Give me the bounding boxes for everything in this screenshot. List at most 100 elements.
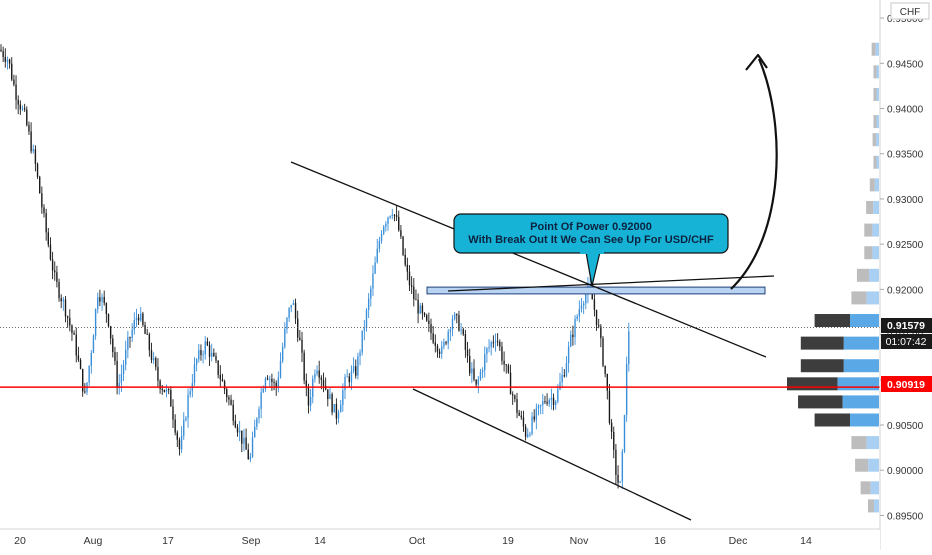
candle-body-down — [410, 285, 413, 287]
volume-bar-buy — [876, 87, 879, 101]
candle-body-down — [617, 474, 619, 483]
candle-body-up — [264, 378, 267, 389]
x-tick-label: Nov — [570, 535, 589, 547]
candle-body-up — [62, 299, 65, 302]
volume-bar-sell — [855, 458, 869, 472]
candle-body-up — [195, 359, 198, 365]
candle-body-down — [301, 339, 303, 353]
x-tick-label: Sep — [242, 535, 261, 547]
candle-body-up — [391, 214, 393, 217]
candle-body-down — [413, 286, 415, 300]
candle-body-up — [189, 391, 191, 395]
volume-bar-buy — [866, 291, 879, 305]
candle-body-down — [393, 214, 396, 216]
volume-bar-sell — [873, 155, 877, 169]
candle-body-down — [430, 323, 432, 334]
candle-body-down — [241, 430, 243, 444]
volume-bar-sell — [871, 42, 876, 56]
volume-bar-buy — [868, 458, 879, 472]
candle-body-down — [271, 378, 273, 382]
candle-body-up — [578, 309, 581, 317]
candle-body-down — [163, 389, 166, 392]
candle-body-up — [88, 365, 90, 383]
y-tick-label: 0.92500 — [887, 240, 924, 251]
candle-body-up — [262, 388, 264, 393]
candle-body-up — [589, 285, 591, 287]
projection-line[interactable] — [447, 275, 775, 292]
y-tick-label: 0.94000 — [887, 105, 924, 116]
candle-body-up — [314, 373, 316, 379]
candle-body-up — [542, 401, 544, 406]
x-tick-label: Aug — [84, 535, 103, 547]
candle-body-up — [256, 418, 258, 427]
candle-body-down — [331, 394, 333, 413]
candle-body-down — [19, 104, 22, 110]
volume-bar-buy — [876, 115, 879, 129]
candle-body-down — [496, 341, 499, 343]
candle-body-down — [466, 349, 469, 356]
candle-body-up — [537, 405, 540, 409]
time-axis[interactable]: 20 Aug 17 Sep 14 Oct 19 Nov 16 Dec 14 — [14, 535, 812, 547]
candle-body-down — [168, 389, 170, 391]
candle-body-up — [309, 397, 312, 406]
candle-body-down — [66, 316, 69, 318]
candle-body-down — [335, 404, 338, 419]
candle-body-down — [524, 426, 527, 437]
point-of-power-zone[interactable] — [426, 286, 766, 295]
candle-body-up — [140, 313, 142, 321]
candle-body-down — [436, 345, 439, 352]
candle-body-up — [337, 412, 340, 419]
y-tick-label: 0.90500 — [887, 421, 924, 432]
candle-body-down — [174, 419, 176, 433]
volume-bar-sell — [800, 336, 844, 350]
candle-body-up — [460, 329, 462, 331]
volume-bar-sell — [814, 314, 851, 328]
candle-body-up — [380, 233, 383, 242]
point-of-power-callout[interactable]: Point Of Power 0.92000 With Break Out It… — [453, 213, 729, 287]
candle-body-up — [127, 337, 129, 350]
candle-body-down — [232, 404, 234, 421]
candle-body-up — [443, 341, 445, 347]
candle-body-down — [73, 333, 75, 335]
volume-bar-sell — [873, 87, 877, 101]
volume-bar-buy — [843, 336, 879, 350]
candle-body-up — [387, 217, 389, 224]
volume-bar-buy — [843, 359, 879, 373]
lower-channel-line[interactable] — [412, 388, 692, 521]
candle-body-down — [75, 334, 77, 356]
candle-body-down — [41, 193, 43, 208]
candle-body-up — [477, 379, 479, 385]
candle-body-up — [165, 389, 168, 392]
candle-body-up — [357, 356, 359, 376]
candle-body-up — [363, 328, 366, 331]
candle-body-down — [507, 365, 510, 373]
candle-body-up — [185, 418, 187, 421]
volume-bar-sell — [851, 291, 867, 305]
volume-bar-buy — [869, 268, 879, 282]
candle-body-up — [365, 309, 368, 329]
breakout-arrow[interactable] — [730, 58, 778, 290]
candle-body-down — [348, 376, 350, 383]
candle-body-down — [327, 389, 329, 400]
support-price-value: 0.90919 — [887, 379, 925, 391]
candle-body-down — [434, 342, 436, 346]
candle-body-down — [159, 380, 161, 389]
candle-body-up — [340, 404, 342, 413]
volume-bar-sell — [872, 133, 877, 147]
candle-body-down — [501, 346, 503, 361]
candle-body-down — [593, 299, 596, 310]
candle-body-down — [458, 315, 460, 331]
candle-body-up — [370, 288, 372, 299]
candle-body-down — [318, 370, 320, 378]
candle-body-down — [39, 176, 41, 194]
candle-body-up — [419, 305, 421, 314]
candle-body-up — [580, 305, 583, 310]
candle-body-up — [352, 366, 355, 372]
candle-body-down — [0, 49, 2, 52]
candle-body-down — [144, 324, 146, 334]
candle-body-up — [6, 59, 9, 62]
support-price-tag: 0.90919 — [881, 376, 932, 392]
upper-channel-line[interactable] — [290, 161, 767, 358]
